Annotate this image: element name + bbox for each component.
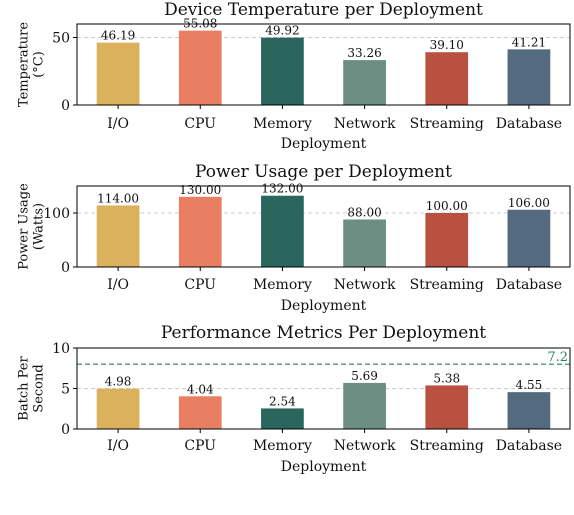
bar-streaming: [425, 213, 469, 267]
x-tick-label: Streaming: [410, 277, 484, 293]
reference-line-label: 7.2: [547, 350, 568, 365]
data-label: 130.00: [179, 183, 221, 197]
x-tick-label: Database: [496, 277, 562, 293]
data-label: 132.00: [261, 182, 303, 196]
y-axis-label-line: (°C): [31, 51, 46, 78]
bar-i-o: [96, 205, 140, 267]
bar-cpu: [178, 30, 222, 106]
bar-memory: [261, 37, 304, 105]
x-axis-label: Deployment: [281, 298, 367, 314]
bar-streaming: [425, 52, 469, 105]
x-tick-label: Network: [334, 438, 396, 454]
chart-title: Power Usage per Deployment: [195, 162, 452, 182]
bar-i-o: [96, 388, 140, 429]
data-label: 33.26: [347, 46, 381, 60]
bar-cpu: [178, 396, 222, 429]
plot-frame: [76, 23, 571, 106]
bar-network: [343, 219, 386, 267]
y-axis-label: Temperature(°C): [16, 22, 46, 107]
bar-cpu: [178, 196, 222, 267]
x-tick-label: Memory: [253, 277, 312, 293]
y-tick-label: 0: [61, 98, 70, 114]
bar-memory: [261, 408, 304, 429]
y-axis-label-line: Power Usage: [16, 183, 31, 270]
data-label: 4.04: [187, 382, 214, 396]
y-tick-label: 0: [61, 422, 70, 438]
chart-title: Device Temperature per Deployment: [164, 0, 483, 20]
data-label: 49.92: [265, 24, 299, 38]
bar-database: [507, 392, 551, 429]
y-axis-label: Batch PerSecond: [16, 356, 46, 421]
y-axis-label-line: Second: [31, 364, 46, 412]
y-tick-label: 10: [52, 341, 70, 357]
bar-network: [343, 382, 386, 429]
bar-memory: [261, 195, 304, 267]
y-axis-label-line: (Watts): [31, 203, 46, 250]
x-tick-label: Memory: [253, 116, 312, 132]
data-label: 39.10: [430, 38, 464, 52]
x-tick-label: CPU: [184, 277, 216, 293]
y-axis-label-line: Temperature: [16, 22, 31, 107]
x-tick-label: I/O: [107, 116, 129, 132]
y-tick-label: 100: [43, 206, 70, 222]
x-tick-label: I/O: [107, 438, 129, 454]
x-tick-label: CPU: [184, 438, 216, 454]
data-label: 4.98: [105, 375, 132, 389]
bar-database: [507, 209, 551, 267]
x-tick-label: CPU: [184, 116, 216, 132]
chart-panel-3: Performance Metrics Per Deployment 4.98 I/…: [16, 323, 571, 475]
x-axis-label: Deployment: [281, 459, 367, 475]
bar-streaming: [425, 385, 469, 429]
chart-panel-2: Power Usage per Deployment 114.00 I/O 130.0…: [16, 162, 571, 314]
chart-panel-1: Device Temperature per Deployment 46.19 I/…: [16, 0, 571, 152]
data-label: 100.00: [426, 199, 468, 213]
data-label: 106.00: [508, 196, 550, 210]
x-tick-label: Memory: [253, 438, 312, 454]
data-label: 5.38: [433, 371, 460, 385]
bar-database: [507, 49, 551, 105]
data-label: 46.19: [101, 29, 135, 43]
x-tick-label: Network: [334, 116, 396, 132]
y-axis-label-line: Batch Per: [16, 356, 31, 421]
bar-network: [343, 60, 386, 105]
data-label: 4.55: [516, 378, 543, 392]
x-axis-label: Deployment: [281, 136, 367, 152]
y-axis-label: Power Usage(Watts): [16, 183, 46, 270]
x-tick-label: Streaming: [410, 116, 484, 132]
plot-frame: [76, 185, 571, 268]
x-tick-label: Database: [496, 438, 562, 454]
y-tick-label: 5: [61, 382, 70, 398]
data-label: 41.21: [512, 35, 546, 49]
chart-title: Performance Metrics Per Deployment: [161, 323, 486, 343]
data-label: 5.69: [351, 369, 378, 383]
y-tick-label: 50: [52, 31, 70, 47]
y-tick-label: 0: [61, 260, 70, 276]
x-tick-label: Streaming: [410, 438, 484, 454]
bar-i-o: [96, 42, 140, 105]
x-tick-label: Database: [496, 116, 562, 132]
x-tick-label: Network: [334, 277, 396, 293]
x-tick-label: I/O: [107, 277, 129, 293]
data-label: 2.54: [269, 394, 296, 408]
data-label: 114.00: [97, 191, 139, 205]
data-label: 88.00: [347, 205, 381, 219]
